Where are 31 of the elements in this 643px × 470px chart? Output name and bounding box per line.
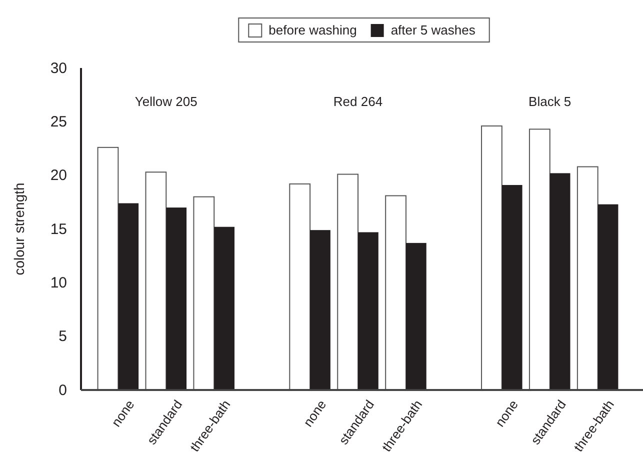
bar bbox=[576, 166, 598, 390]
y-tick-label: 15 bbox=[50, 220, 67, 238]
y-tick-label: 30 bbox=[50, 60, 67, 77]
bar bbox=[289, 183, 311, 390]
y-tick-label: 5 bbox=[58, 328, 67, 346]
bar bbox=[385, 195, 406, 390]
bar bbox=[166, 208, 187, 390]
bar bbox=[337, 174, 358, 390]
bar bbox=[118, 203, 139, 390]
y-tick-label: 10 bbox=[50, 274, 67, 292]
bar bbox=[97, 146, 119, 390]
annotation: Red 264 bbox=[333, 94, 383, 109]
bar bbox=[550, 173, 570, 390]
y-tick-label: 20 bbox=[50, 167, 67, 184]
bar bbox=[481, 125, 502, 390]
annotation: Yellow 205 bbox=[134, 94, 198, 109]
bar bbox=[193, 196, 215, 390]
y-axis-title: colour strength bbox=[11, 182, 27, 276]
bar bbox=[310, 230, 330, 390]
legend-label: before washing bbox=[268, 22, 357, 38]
bar bbox=[145, 172, 167, 390]
y-tick-label: 25 bbox=[50, 113, 67, 130]
bar bbox=[406, 242, 426, 390]
bar bbox=[598, 204, 618, 390]
y-tick-label: 0 bbox=[58, 382, 67, 399]
annotation: Black 5 bbox=[528, 94, 572, 109]
bar bbox=[214, 226, 234, 390]
bar bbox=[502, 184, 522, 390]
legend-label: after 5 washes bbox=[390, 22, 476, 38]
bar bbox=[528, 128, 550, 390]
bar bbox=[358, 232, 378, 390]
